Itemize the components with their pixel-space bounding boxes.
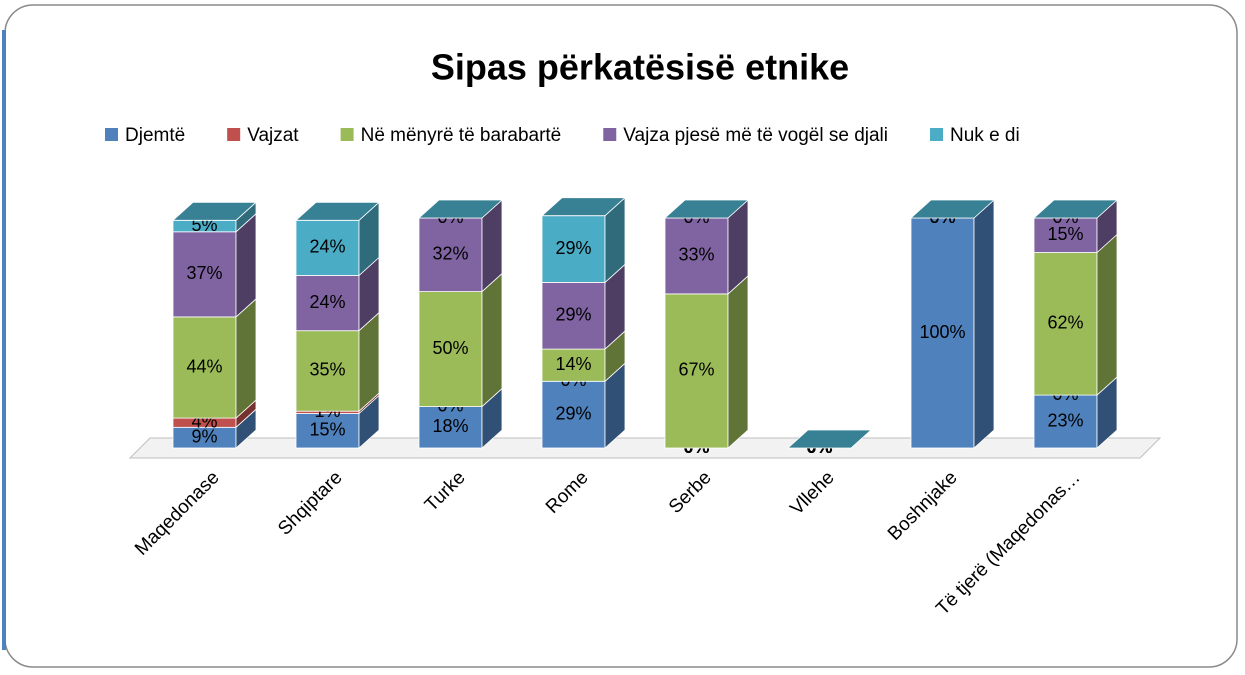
legend: Djemtë Vajzat Në mënyrë të barabartë Vajza … xyxy=(105,125,1020,146)
data-label: 23% xyxy=(1047,410,1083,430)
data-label: 24% xyxy=(309,237,345,257)
data-label: 35% xyxy=(309,360,345,380)
bar-top xyxy=(786,429,873,449)
bar-segment xyxy=(664,217,729,295)
bar-top xyxy=(294,201,381,221)
bar-segment xyxy=(418,406,483,449)
bar-segment xyxy=(295,413,360,449)
bar-segment xyxy=(418,291,483,408)
bar-top xyxy=(909,199,996,219)
bar-side xyxy=(1096,233,1118,396)
data-label: 29% xyxy=(555,403,591,423)
bar-top xyxy=(663,199,750,219)
bar-top xyxy=(1032,199,1119,219)
legend-swatch xyxy=(340,128,354,141)
data-label: 100% xyxy=(919,322,965,342)
bar-side xyxy=(727,275,749,449)
bar-segment xyxy=(541,281,606,350)
data-label: 14% xyxy=(555,354,591,374)
legend-label: Nuk e di xyxy=(950,125,1020,146)
data-label: 24% xyxy=(309,292,345,312)
bar-segment xyxy=(664,293,729,449)
legend-swatch xyxy=(105,128,118,141)
legend-label: Në mënyrë të barabartë xyxy=(361,125,562,146)
bar-side xyxy=(235,298,257,419)
floor xyxy=(128,437,1162,459)
chart-title: Sipas përkatësisë etnike xyxy=(431,47,849,88)
data-label: 9% xyxy=(191,426,217,446)
legend-swatch xyxy=(227,128,241,141)
legend-label: Vajza pjesë më të vogël se djali xyxy=(623,125,888,146)
legend-label: Djemtë xyxy=(125,125,185,146)
data-label: 15% xyxy=(309,420,345,440)
bar-side xyxy=(973,199,995,449)
data-label: 44% xyxy=(186,356,222,376)
bar-side xyxy=(481,272,503,408)
data-label: 67% xyxy=(678,360,714,380)
bar-segment xyxy=(295,275,360,332)
bar-segment xyxy=(910,217,975,449)
data-label: 18% xyxy=(432,416,468,436)
bar-segment xyxy=(1033,394,1098,449)
data-label: 15% xyxy=(1047,224,1083,244)
bar-segment xyxy=(541,380,606,449)
bar-top xyxy=(540,197,627,217)
data-label: 29% xyxy=(555,305,591,325)
data-label: 37% xyxy=(186,263,222,283)
data-label: 32% xyxy=(432,244,468,264)
legend-swatch xyxy=(603,128,617,141)
bar-top xyxy=(171,201,258,221)
bar-top xyxy=(417,199,504,219)
bar-segment xyxy=(541,348,606,382)
legend-swatch xyxy=(930,128,944,141)
legend-label: Vajzat xyxy=(247,125,299,146)
data-label: 33% xyxy=(678,245,714,265)
bar-segment xyxy=(418,217,483,292)
data-label: 62% xyxy=(1047,313,1083,333)
data-label: 50% xyxy=(432,338,468,358)
data-label: 29% xyxy=(555,238,591,258)
bar-segment xyxy=(172,231,237,318)
